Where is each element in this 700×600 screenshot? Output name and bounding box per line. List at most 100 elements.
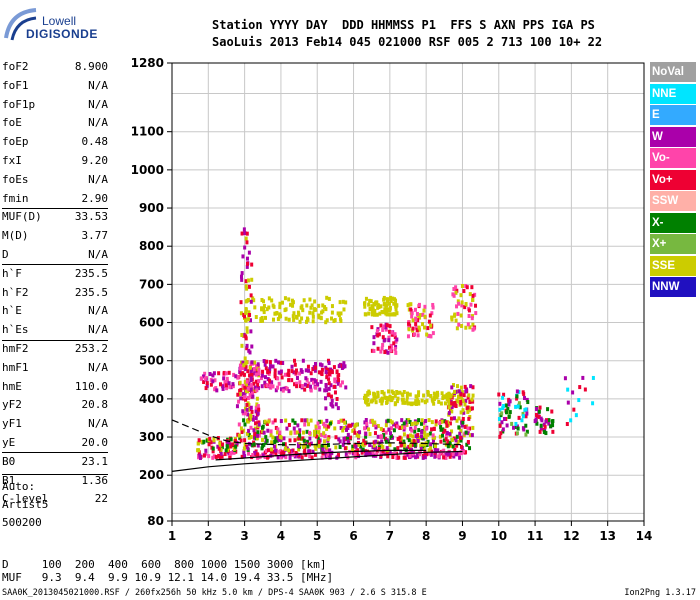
echo-point xyxy=(306,444,310,449)
echo-point xyxy=(271,364,275,369)
echo-point xyxy=(393,447,397,452)
echo-point xyxy=(461,449,465,454)
echo-point xyxy=(325,418,329,423)
echo-point xyxy=(394,344,398,349)
echo-point xyxy=(537,414,541,419)
echo-point xyxy=(281,388,285,393)
echo-point xyxy=(569,418,573,423)
echo-point xyxy=(283,442,287,447)
echo-point xyxy=(275,310,279,315)
echo-point xyxy=(268,369,272,374)
echo-point xyxy=(248,312,252,317)
echo-point xyxy=(566,387,570,392)
echo-point xyxy=(471,314,475,319)
echo-point xyxy=(257,422,261,427)
x-tick-label: 3 xyxy=(240,529,248,543)
echo-point xyxy=(465,285,469,290)
echo-point xyxy=(296,444,300,449)
echo-point xyxy=(298,384,302,389)
echo-point xyxy=(388,345,392,350)
echo-point xyxy=(364,296,368,301)
echo-point xyxy=(266,428,270,433)
echo-point xyxy=(244,236,248,241)
echo-point xyxy=(262,359,266,364)
echo-point xyxy=(429,442,433,447)
x-tick-label: 10 xyxy=(490,529,507,543)
echo-point xyxy=(542,430,546,435)
echo-point xyxy=(360,450,364,455)
echo-point xyxy=(426,390,430,395)
echo-point xyxy=(271,420,275,425)
echo-point xyxy=(318,387,322,392)
echo-point xyxy=(574,413,578,418)
echo-point xyxy=(468,426,472,431)
echo-point xyxy=(216,444,220,449)
echo-point xyxy=(426,439,430,444)
echo-point xyxy=(440,419,444,424)
echo-point xyxy=(212,438,216,443)
echo-point xyxy=(245,326,249,331)
echo-point xyxy=(273,311,277,316)
echo-point xyxy=(201,374,205,379)
echo-point xyxy=(237,433,241,438)
echo-point xyxy=(402,432,406,437)
echo-point xyxy=(524,423,528,428)
echo-point xyxy=(260,306,264,311)
echo-point xyxy=(324,370,328,375)
echo-point xyxy=(420,434,424,439)
echo-point xyxy=(515,424,519,429)
echo-point xyxy=(447,399,451,404)
echo-point xyxy=(344,452,348,457)
echo-point xyxy=(297,431,301,436)
echo-point xyxy=(361,442,365,447)
param-value: N/A xyxy=(88,172,108,186)
echo-point xyxy=(459,438,463,443)
echo-point xyxy=(446,396,450,401)
echo-point xyxy=(430,427,434,432)
echo-point xyxy=(274,452,278,457)
echo-point xyxy=(200,439,204,444)
echo-point xyxy=(433,454,437,459)
echo-point xyxy=(333,377,337,382)
echo-point xyxy=(396,437,400,442)
echo-point xyxy=(329,383,333,388)
echo-point xyxy=(241,409,245,414)
echo-point xyxy=(299,305,303,310)
echo-point xyxy=(250,409,254,414)
echo-point xyxy=(303,443,307,448)
separator-2 xyxy=(2,264,108,265)
param-label: foEs xyxy=(2,172,29,186)
echo-point xyxy=(308,436,312,441)
echo-point xyxy=(335,369,339,374)
echo-point xyxy=(393,335,397,340)
echo-point xyxy=(387,427,391,432)
echo-point xyxy=(408,453,412,458)
echo-point xyxy=(381,342,385,347)
echo-point xyxy=(245,343,249,348)
echo-point xyxy=(250,360,254,365)
echo-point xyxy=(317,440,321,445)
echo-point xyxy=(290,378,294,383)
echo-point xyxy=(385,400,389,405)
echo-point xyxy=(403,455,407,460)
echo-point xyxy=(323,423,327,428)
echo-point xyxy=(328,369,332,374)
echo-point xyxy=(321,451,325,456)
echo-point xyxy=(255,433,259,438)
echo-point xyxy=(342,361,346,366)
echo-point xyxy=(245,240,249,245)
echo-point xyxy=(407,327,411,332)
echo-point xyxy=(516,404,520,409)
echo-point xyxy=(266,368,270,373)
echo-point xyxy=(370,310,374,315)
echo-point xyxy=(516,426,520,431)
echo-point xyxy=(242,314,246,319)
echo-point xyxy=(239,396,243,401)
echo-point xyxy=(427,418,431,423)
echo-point xyxy=(337,437,341,442)
virtual-height-trace xyxy=(171,419,463,446)
echo-point xyxy=(450,429,454,434)
echo-point xyxy=(380,309,384,314)
echo-point xyxy=(242,372,246,377)
echo-point xyxy=(327,360,331,365)
